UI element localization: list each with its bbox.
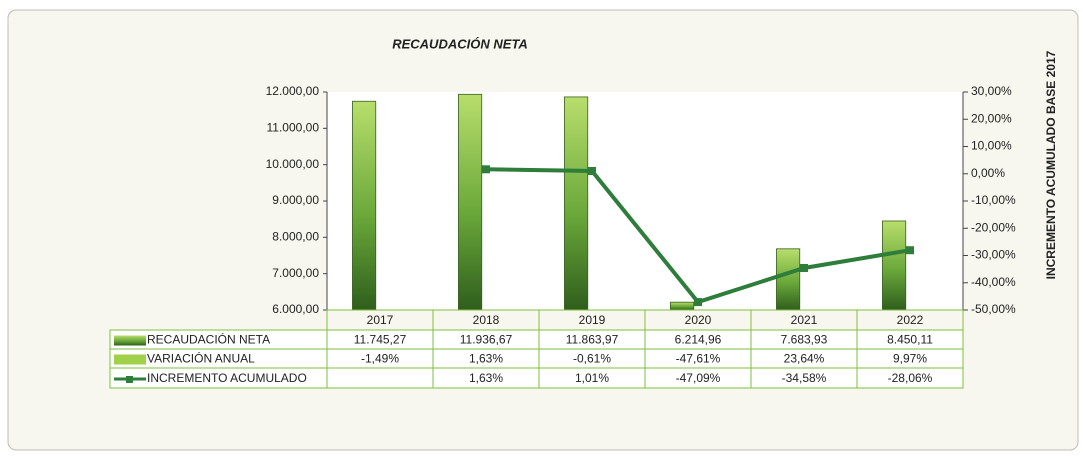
legend-label: RECAUDACIÓN NETA — [147, 332, 270, 347]
table-value: 9,97% — [893, 352, 927, 366]
bar — [670, 301, 695, 311]
table-value: -0,61% — [573, 352, 611, 366]
x-tick-label: 2022 — [897, 313, 924, 327]
legend-swatch — [126, 376, 133, 383]
y2-axis-label: INCREMENTO ACUMULADO BASE 2017 — [1044, 50, 1058, 279]
y-tick-label: 10.000,00 — [266, 157, 320, 171]
legend-label: INCREMENTO ACUMULADO — [147, 371, 307, 385]
line-marker — [906, 246, 914, 255]
table-value: 23,64% — [784, 352, 825, 366]
table-value: 1,01% — [575, 371, 609, 385]
line-marker — [800, 263, 808, 272]
table-value: -1,49% — [361, 352, 399, 366]
x-tick-label: 2019 — [579, 313, 606, 327]
x-tick-label: 2018 — [473, 313, 500, 327]
line-marker — [482, 165, 490, 174]
y2-tick-label: -20,00% — [971, 220, 1016, 234]
table-value: -28,06% — [888, 371, 933, 385]
y2-tick-label: 20,00% — [971, 111, 1012, 125]
table-value: 1,63% — [469, 352, 503, 366]
y2-tick-label: -10,00% — [971, 193, 1016, 207]
table-value: 6.214,96 — [675, 333, 722, 347]
y-tick-label: 11.000,00 — [267, 121, 320, 135]
table-value: 11.863,97 — [566, 333, 619, 347]
y-tick-label: 6.000,00 — [272, 302, 319, 316]
line-marker — [694, 298, 702, 307]
table-value: -47,09% — [676, 371, 721, 385]
x-tick-label: 2021 — [791, 313, 818, 327]
x-tick-label: 2017 — [367, 313, 394, 327]
table-value: 8.450,11 — [887, 333, 933, 347]
y2-tick-label: 10,00% — [971, 139, 1012, 153]
bar — [458, 93, 483, 311]
table-value: -47,61% — [676, 352, 721, 366]
x-tick-label: 2020 — [685, 313, 712, 327]
table-value: 1,63% — [469, 371, 503, 385]
legend-swatch — [114, 354, 146, 365]
bar — [776, 248, 801, 311]
table-value: 11.936,67 — [460, 333, 513, 347]
y2-tick-label: 30,00% — [971, 84, 1012, 98]
y2-tick-label: -50,00% — [971, 302, 1016, 316]
y-tick-label: 8.000,00 — [272, 230, 319, 244]
y-tick-label: 12.000,00 — [266, 84, 320, 98]
y2-tick-label: 0,00% — [971, 166, 1005, 180]
y2-tick-label: -40,00% — [971, 275, 1016, 289]
plot-area — [327, 92, 963, 310]
y-tick-label: 7.000,00 — [272, 266, 319, 280]
bar — [352, 100, 377, 311]
y2-tick-label: -30,00% — [971, 248, 1016, 262]
legend-label: VARIACIÓN ANUAL — [147, 351, 255, 366]
chart-title: RECAUDACIÓN NETA — [392, 36, 528, 51]
table-value: -34,58% — [782, 371, 827, 385]
bar — [882, 220, 907, 311]
legend-swatch — [114, 335, 146, 346]
line-marker — [588, 166, 596, 175]
y-tick-label: 9.000,00 — [272, 193, 319, 207]
bar — [564, 96, 589, 311]
table-value: 7.683,93 — [781, 333, 828, 347]
table-value: 11.745,27 — [354, 333, 407, 347]
